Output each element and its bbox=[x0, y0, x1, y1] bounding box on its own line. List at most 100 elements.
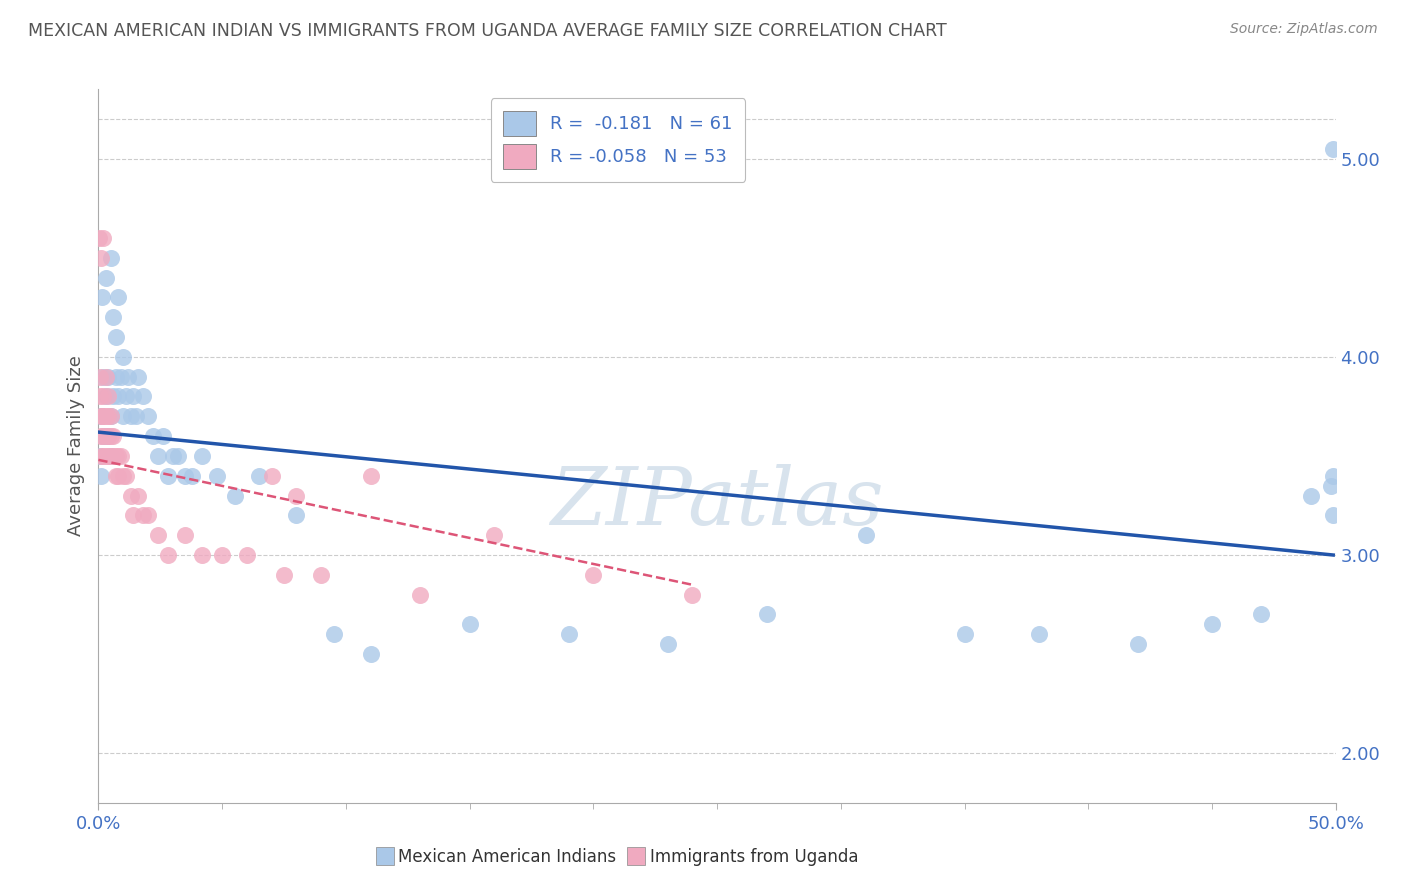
Point bbox=[127, 489, 149, 503]
Point bbox=[114, 389, 136, 403]
Point bbox=[97, 389, 120, 403]
Point bbox=[93, 389, 115, 403]
Point bbox=[94, 429, 117, 443]
Point bbox=[236, 548, 259, 562]
Point bbox=[657, 637, 679, 651]
Point bbox=[100, 251, 122, 265]
Point bbox=[94, 449, 117, 463]
Point bbox=[1322, 142, 1344, 156]
Point bbox=[97, 369, 120, 384]
Point bbox=[1250, 607, 1272, 622]
Point bbox=[260, 468, 283, 483]
Point bbox=[1126, 637, 1149, 651]
Point bbox=[1201, 617, 1223, 632]
Point bbox=[114, 468, 136, 483]
Point bbox=[855, 528, 877, 542]
Point bbox=[156, 548, 179, 562]
Point bbox=[97, 429, 120, 443]
Point bbox=[132, 389, 155, 403]
Point bbox=[97, 409, 120, 424]
Point bbox=[136, 508, 159, 523]
Point bbox=[89, 449, 111, 463]
Point bbox=[1322, 508, 1344, 523]
Point bbox=[104, 369, 127, 384]
Point bbox=[205, 468, 228, 483]
Point bbox=[100, 429, 122, 443]
Point bbox=[285, 508, 308, 523]
Point bbox=[124, 409, 146, 424]
Point bbox=[91, 409, 114, 424]
Point bbox=[122, 508, 145, 523]
Point bbox=[103, 449, 125, 463]
Point bbox=[94, 369, 117, 384]
Point bbox=[127, 369, 149, 384]
Point bbox=[89, 231, 111, 245]
Text: MEXICAN AMERICAN INDIAN VS IMMIGRANTS FROM UGANDA AVERAGE FAMILY SIZE CORRELATIO: MEXICAN AMERICAN INDIAN VS IMMIGRANTS FR… bbox=[28, 22, 946, 40]
Point bbox=[90, 449, 112, 463]
Legend: Mexican American Indians, Immigrants from Uganda: Mexican American Indians, Immigrants fro… bbox=[371, 842, 865, 873]
Point bbox=[132, 508, 155, 523]
Point bbox=[91, 290, 114, 304]
Point bbox=[100, 409, 122, 424]
Point bbox=[122, 389, 145, 403]
Point bbox=[97, 429, 120, 443]
Point bbox=[120, 489, 142, 503]
Point bbox=[90, 409, 112, 424]
Point bbox=[94, 389, 117, 403]
Text: ZIPatlas: ZIPatlas bbox=[550, 465, 884, 541]
Point bbox=[409, 588, 432, 602]
Point bbox=[97, 449, 120, 463]
Point bbox=[112, 468, 135, 483]
Point bbox=[146, 528, 169, 542]
Point bbox=[322, 627, 344, 641]
Point bbox=[100, 449, 122, 463]
Point bbox=[112, 350, 135, 364]
Point bbox=[162, 449, 184, 463]
Point bbox=[360, 647, 382, 661]
Point bbox=[136, 409, 159, 424]
Point bbox=[166, 449, 188, 463]
Point bbox=[247, 468, 270, 483]
Point bbox=[1319, 478, 1341, 492]
Point bbox=[224, 489, 246, 503]
Point bbox=[94, 429, 117, 443]
Point bbox=[582, 567, 605, 582]
Point bbox=[557, 627, 579, 641]
Point bbox=[953, 627, 976, 641]
Point bbox=[90, 251, 112, 265]
Point bbox=[120, 409, 142, 424]
Y-axis label: Average Family Size: Average Family Size bbox=[66, 356, 84, 536]
Point bbox=[360, 468, 382, 483]
Point bbox=[146, 449, 169, 463]
Point bbox=[104, 468, 127, 483]
Point bbox=[107, 290, 129, 304]
Point bbox=[1028, 627, 1050, 641]
Point bbox=[103, 310, 125, 325]
Point bbox=[107, 449, 129, 463]
Point bbox=[110, 449, 132, 463]
Point bbox=[104, 330, 127, 344]
Point bbox=[103, 429, 125, 443]
Point bbox=[211, 548, 233, 562]
Text: Source: ZipAtlas.com: Source: ZipAtlas.com bbox=[1230, 22, 1378, 37]
Point bbox=[104, 449, 127, 463]
Point bbox=[90, 468, 112, 483]
Point bbox=[89, 389, 111, 403]
Point bbox=[89, 369, 111, 384]
Point bbox=[94, 409, 117, 424]
Point bbox=[91, 429, 114, 443]
Point bbox=[90, 429, 112, 443]
Point bbox=[93, 231, 115, 245]
Point bbox=[152, 429, 174, 443]
Point bbox=[1322, 468, 1344, 483]
Point bbox=[93, 429, 115, 443]
Point bbox=[484, 528, 506, 542]
Point bbox=[110, 369, 132, 384]
Point bbox=[93, 369, 115, 384]
Point bbox=[93, 409, 115, 424]
Point bbox=[93, 449, 115, 463]
Point bbox=[107, 468, 129, 483]
Point bbox=[100, 409, 122, 424]
Point bbox=[191, 548, 214, 562]
Point bbox=[458, 617, 481, 632]
